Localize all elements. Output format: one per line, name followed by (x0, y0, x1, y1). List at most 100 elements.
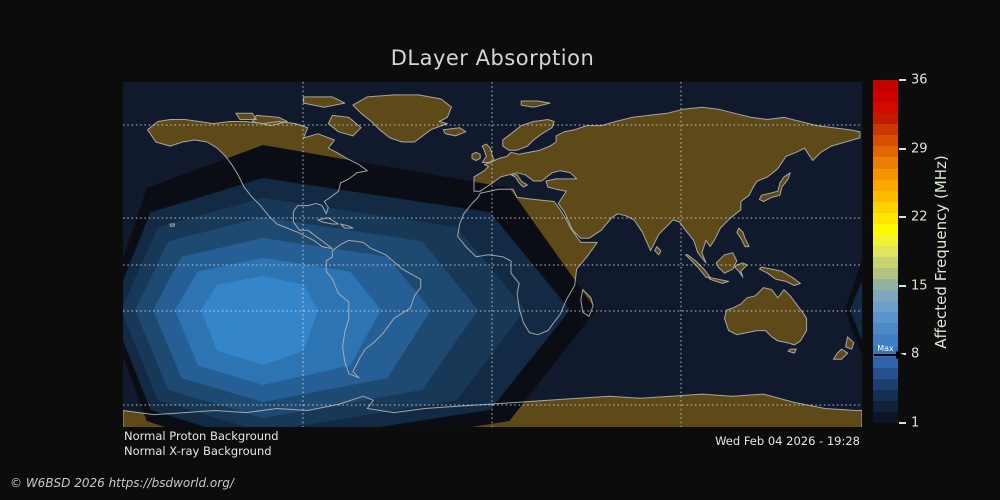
absorption-level-7 (201, 276, 318, 365)
coast-south-america (325, 239, 422, 379)
colorbar-band (873, 400, 898, 412)
coastlines (123, 94, 862, 427)
coast-madagascar (580, 289, 594, 317)
coast-greenland (352, 94, 452, 143)
coast-new-zealand-north (845, 336, 855, 350)
coast-new-zealand-south (832, 348, 849, 360)
coast-java (707, 276, 730, 284)
colorbar-band (873, 301, 898, 313)
land-new-guinea (759, 267, 801, 286)
colorbar-band (873, 345, 898, 357)
coast-tasmania (787, 348, 797, 354)
coast-africa (457, 188, 598, 336)
colorbar-band (873, 80, 898, 92)
colorbar-band (873, 234, 898, 246)
land-ireland (472, 152, 481, 161)
absorption-level-2 (850, 280, 862, 341)
colorbar-tick-mark (899, 147, 906, 150)
colorbar-band (873, 146, 898, 158)
colorbar-band (873, 257, 898, 269)
colorbar-band (873, 411, 898, 423)
colorbar (873, 80, 898, 423)
colorbar-band (873, 356, 898, 368)
colorbar-band (873, 91, 898, 103)
colorbar-band (873, 279, 898, 291)
land-australia (724, 287, 807, 345)
colorbar-band (873, 290, 898, 302)
colorbar-band (873, 268, 898, 280)
colorbar-band (873, 245, 898, 257)
coast-svalbard (520, 100, 551, 108)
land-eurasia (474, 107, 860, 263)
coast-north-america (147, 119, 368, 250)
land-ellesmere-island (303, 96, 345, 108)
colorbar-tick-label: 29 (911, 141, 928, 157)
coast-sumatra (685, 254, 711, 278)
colorbar-tick-mark (899, 353, 906, 356)
colorbar-max-label: Max (877, 344, 894, 354)
land-banks-island (235, 113, 257, 120)
land-baffin-island (328, 115, 362, 136)
colorbar-tick-mark (899, 422, 906, 424)
world-map (123, 82, 862, 427)
coast-great-britain (481, 143, 496, 163)
page-title: DLayer Absorption (390, 46, 595, 70)
colorbar-band (873, 124, 898, 136)
colorbar-tick-label: 15 (911, 278, 928, 294)
colorbar-band (873, 323, 898, 335)
colorbar-band (873, 201, 898, 213)
colorbar-band (873, 190, 898, 202)
absorption-rings (123, 145, 596, 427)
coast-italy (510, 174, 528, 188)
proton-background-status: Normal Proton Background (124, 429, 279, 443)
coast-baffin-island (327, 114, 362, 137)
colorbar-band (873, 223, 898, 235)
status-text: Normal Proton Background Normal X-ray Ba… (124, 429, 279, 458)
coast-iceland (442, 127, 467, 137)
land-java (708, 277, 729, 284)
coast-ellesmere-island (303, 96, 346, 108)
coast-philippines (736, 227, 750, 248)
colorbar-band (873, 157, 898, 169)
land-new-zealand-south (833, 349, 848, 360)
land-philippines (736, 228, 750, 247)
colorbar-band (873, 212, 898, 224)
colorbar-band (873, 113, 898, 125)
coast-ireland (471, 151, 481, 161)
colorbar-tick-label: 8 (911, 346, 920, 362)
colorbar-band (873, 168, 898, 180)
land-svalbard (521, 101, 550, 108)
colorbar-tick-mark (899, 79, 906, 81)
colorbar-tick-mark (899, 284, 906, 287)
xray-background-status: Normal X-ray Background (124, 443, 272, 458)
colorbar-band (873, 378, 898, 390)
coast-victoria-island (251, 114, 288, 127)
colorbar-band (873, 367, 898, 379)
colorbar-band (873, 389, 898, 401)
colorbar-band (873, 312, 898, 324)
colorbar-band (873, 334, 898, 346)
colorbar-tick-label: 1 (911, 415, 920, 431)
land-sulawesi (734, 262, 747, 278)
coast-banks-island (235, 112, 257, 120)
graticule (123, 82, 862, 427)
colorbar-tick-mark (899, 216, 906, 219)
timestamp: Wed Feb 04 2026 - 19:28 (715, 434, 860, 448)
coast-hawaii (169, 223, 175, 227)
colorbar-axis-label: Affected Frequency (MHz) (932, 155, 950, 349)
coast-antarctica (123, 393, 862, 427)
coast-eurasia (473, 106, 861, 264)
coast-sri-lanka (654, 246, 662, 256)
absorption-level-3 (860, 305, 862, 315)
coast-hispaniola (340, 223, 354, 229)
coast-new-guinea (758, 266, 801, 286)
colorbar-band (873, 102, 898, 114)
coast-australia (724, 287, 808, 346)
colorbar-band (873, 179, 898, 191)
max-arrow-icon (874, 351, 904, 360)
land-new-zealand-north (845, 336, 854, 350)
colorbar-tick-label: 36 (911, 72, 928, 88)
coast-sulawesi (734, 262, 748, 278)
colorbar-band (873, 135, 898, 147)
